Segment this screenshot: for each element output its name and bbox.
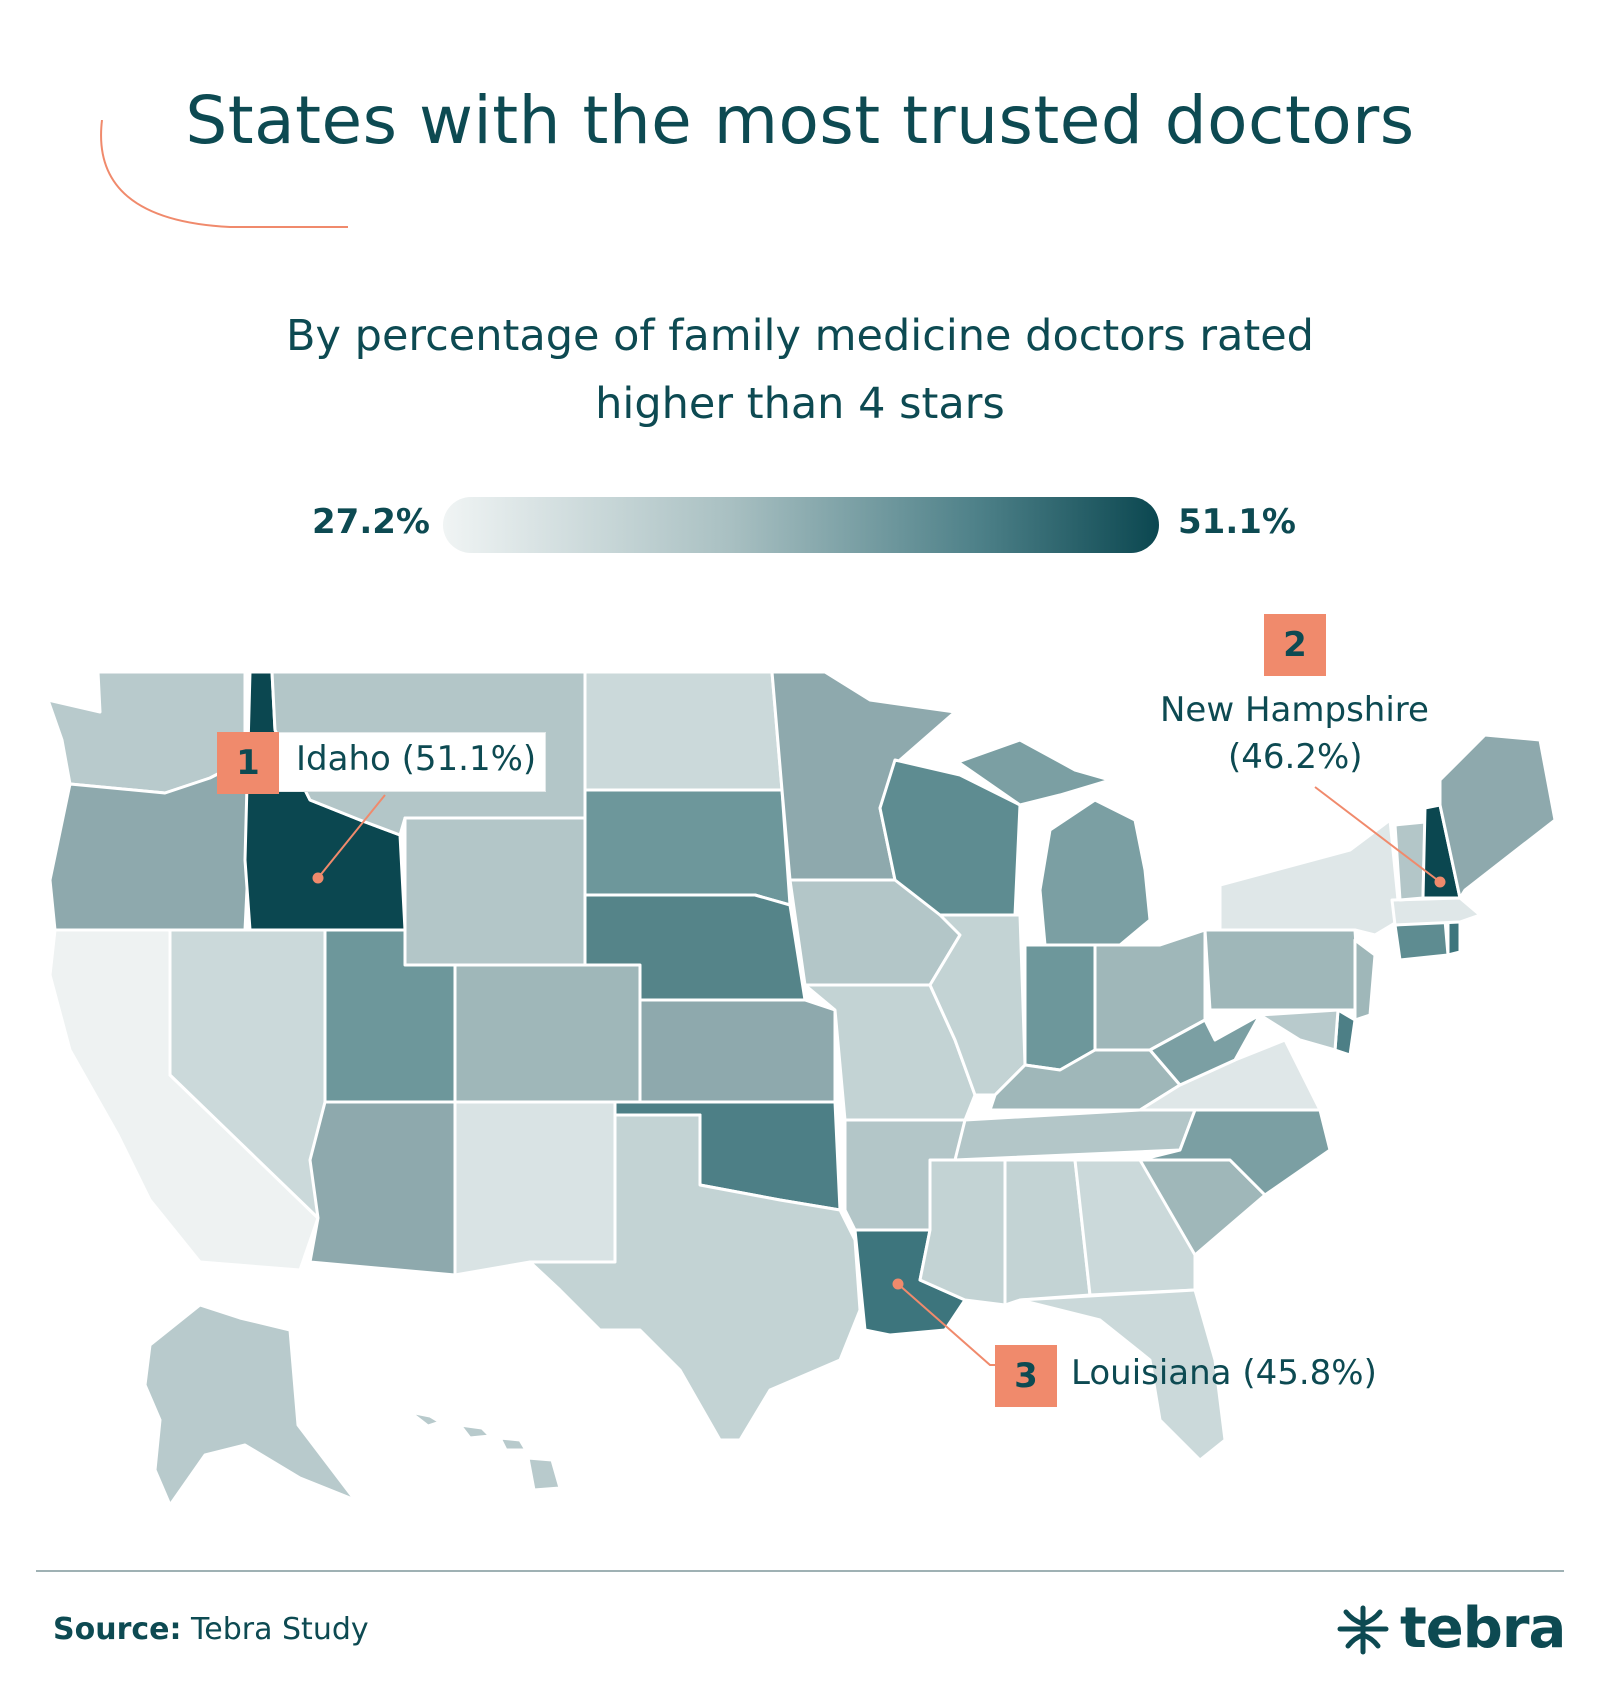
tebra-sprout-icon	[1337, 1605, 1389, 1654]
idaho-label-box	[278, 732, 546, 792]
state-kansas	[638, 998, 837, 1104]
new-hampshire-leader-line	[1314, 786, 1441, 883]
subtitle-line-1: By percentage of family medicine doctors…	[286, 311, 1314, 361]
source-note: Source: Tebra Study	[53, 1612, 369, 1647]
tebra-wordmark: tebra	[1400, 1596, 1566, 1661]
state-new-mexico	[453, 1100, 617, 1277]
state-tennessee	[953, 1108, 1197, 1162]
state-maryland	[1258, 1008, 1340, 1052]
footer-divider	[36, 1570, 1564, 1572]
state-mississippi	[918, 1158, 1007, 1307]
state-virginia	[1138, 1038, 1322, 1112]
decorative-arc	[100, 120, 348, 228]
louisiana-marker-dot	[892, 1278, 904, 1290]
state-vermont	[1393, 820, 1427, 902]
legend-gradient-bar	[443, 497, 1159, 553]
state-florida	[1018, 1288, 1227, 1462]
us-choropleth-map	[46, 670, 1557, 1507]
state-illinois	[928, 913, 1027, 1097]
state-south-dakota	[583, 788, 792, 907]
state-new-jersey	[1353, 938, 1377, 1022]
state-michigan	[1038, 798, 1152, 947]
rank-badge-3: 3	[995, 1345, 1057, 1407]
state-wyoming	[403, 816, 587, 967]
state-maine	[1438, 733, 1557, 900]
source-text: Tebra Study	[181, 1612, 369, 1647]
state-colorado	[453, 963, 642, 1104]
state-texas	[528, 1113, 862, 1442]
state-new-york	[1218, 818, 1402, 937]
callout-label-new-hampshire-line-1: New Hampshire	[1160, 690, 1429, 730]
callout-label-louisiana: Louisiana (45.8%)	[1071, 1353, 1377, 1393]
idaho-leader-line	[317, 794, 386, 879]
state-rhode-island	[1446, 920, 1462, 957]
rank-badge-1: 1	[217, 732, 279, 794]
state-alaska	[143, 1303, 357, 1507]
page-title: States with the most trusted doctors	[185, 82, 1415, 159]
new-hampshire-marker-dot	[1434, 876, 1446, 888]
legend-min-label: 27.2%	[312, 502, 430, 542]
state-pennsylvania	[1203, 928, 1362, 1012]
callout-label-idaho: Idaho (51.1%)	[296, 739, 537, 779]
state-north-dakota	[583, 670, 784, 792]
source-prefix: Source:	[53, 1612, 182, 1647]
state-indiana	[1023, 943, 1097, 1072]
idaho-marker-dot	[312, 872, 324, 884]
legend-max-label: 51.1%	[1178, 502, 1296, 542]
rank-badge-2: 2	[1264, 614, 1326, 676]
subtitle: By percentage of family medicine doctors…	[200, 302, 1400, 438]
state-hawaii	[408, 1410, 562, 1492]
subtitle-line-2: higher than 4 stars	[595, 379, 1005, 429]
state-michigan-upper	[956, 738, 1112, 807]
callout-label-new-hampshire-line-2: (46.2%)	[1228, 737, 1363, 777]
state-massachusetts	[1390, 896, 1482, 927]
state-arizona	[308, 1100, 457, 1277]
tebra-logo: tebra	[1336, 1596, 1566, 1661]
